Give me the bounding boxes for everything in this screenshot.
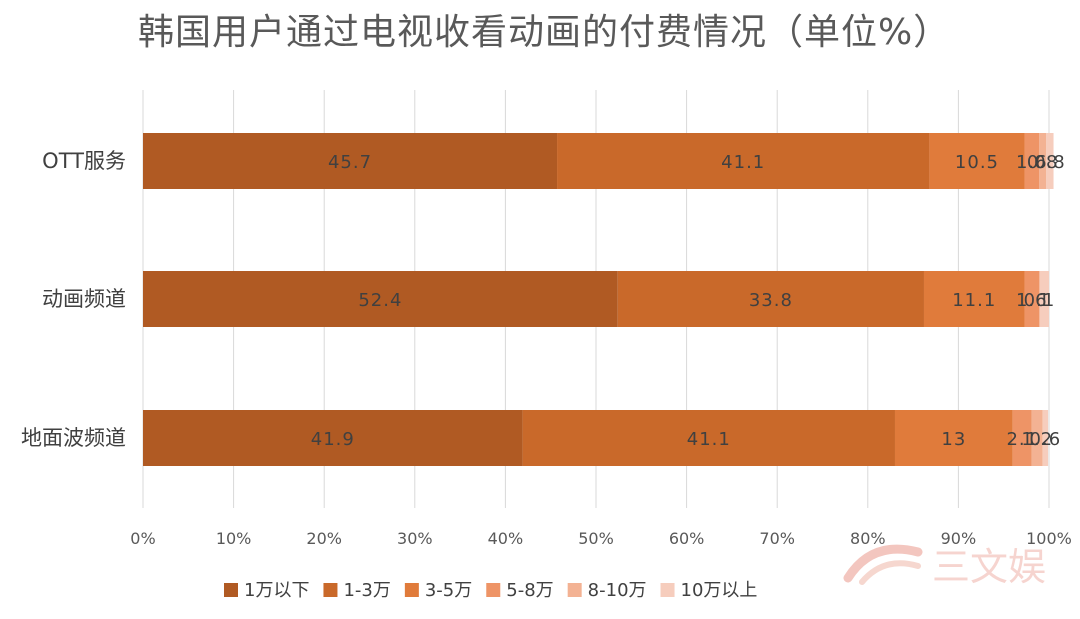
data-label: 41.9 <box>311 429 355 450</box>
data-label: 11.1 <box>952 290 996 311</box>
bar-segment <box>1024 133 1040 189</box>
data-label: 0.8 <box>1027 152 1059 173</box>
x-tick-label: 50% <box>578 529 614 548</box>
data-label: 52.4 <box>358 290 402 311</box>
bar-segment <box>923 271 1025 327</box>
bar-segment <box>557 133 930 189</box>
x-tick-label: 20% <box>306 529 342 548</box>
x-tick-label: 0% <box>130 529 155 548</box>
bar-segment <box>617 271 924 327</box>
chart-title: 韩国用户通过电视收看动画的付费情况（单位%） <box>138 12 950 53</box>
bar-segment <box>143 410 523 466</box>
data-label: 0.6 <box>1030 429 1062 450</box>
bar-segment <box>143 271 618 327</box>
x-tick-label: 70% <box>759 529 795 548</box>
data-label: 1.6 <box>1016 152 1048 173</box>
watermark-text: 三文娱 <box>932 545 1046 589</box>
x-tick-label: 90% <box>941 529 977 548</box>
data-label: 2.1 <box>1006 429 1038 450</box>
x-tick-label: 30% <box>397 529 433 548</box>
legend-swatch <box>404 583 419 597</box>
category-label: 地面波频道 <box>21 426 126 450</box>
x-tick-label: 10% <box>216 529 252 548</box>
bar-segment <box>1039 271 1040 327</box>
bar-segment <box>1039 271 1049 327</box>
data-labels: 45.7 41.1 10.5 1.60.80.852.4 33.8 11.1 1.60.11… <box>311 152 1066 450</box>
category-label: OTT服务 <box>42 149 126 173</box>
legend-swatch <box>224 583 238 597</box>
bar-segment <box>143 133 558 189</box>
data-label: 1 <box>1038 290 1050 311</box>
data-label: 13 <box>941 429 966 450</box>
bars <box>143 133 1054 466</box>
bar-segment <box>1012 410 1032 466</box>
legend-label: 3-5万 <box>425 580 472 601</box>
data-label: 33.8 <box>749 290 793 311</box>
x-tick-label: 100% <box>1026 529 1072 548</box>
x-tick-label: 80% <box>850 529 886 548</box>
data-label: 0.1 <box>1024 290 1056 311</box>
legend-label: 1万以下 <box>244 580 309 601</box>
x-tick-label: 40% <box>488 529 524 548</box>
legend-swatch <box>660 583 675 597</box>
legend: 1万以下 1-3万 3-5万 5-8万 8-10万 10万以上 <box>224 580 757 601</box>
x-tick-label: 60% <box>669 529 705 548</box>
legend-swatch <box>486 583 501 597</box>
bar-segment <box>929 133 1025 189</box>
category-label: 动画频道 <box>42 287 126 311</box>
data-label: 0.8 <box>1034 152 1066 173</box>
watermark-logo-icon <box>843 544 923 585</box>
bar-segment <box>522 410 895 466</box>
data-label: 45.7 <box>328 152 372 173</box>
x-axis-ticks: 0% 10% 20% 30% 40% 50% 60% 70% 80% 90% 100% <box>130 529 1072 548</box>
legend-label: 10万以上 <box>681 580 758 601</box>
legend-label: 8-10万 <box>588 580 647 601</box>
data-label: 10.5 <box>955 152 999 173</box>
bar-segment <box>1024 271 1040 327</box>
data-label: 1.6 <box>1016 290 1048 311</box>
data-label: 1.2 <box>1021 429 1053 450</box>
bar-segment <box>1042 410 1049 466</box>
bar-segment <box>1031 410 1043 466</box>
legend-swatch <box>323 583 338 597</box>
watermark: 三文娱 <box>843 544 1046 589</box>
legend-label: 1-3万 <box>343 580 390 601</box>
data-label: 41.1 <box>721 152 765 173</box>
data-label: 41.1 <box>687 429 731 450</box>
bar-segment <box>894 410 1013 466</box>
legend-swatch <box>567 583 582 597</box>
bar-segment <box>1039 133 1047 189</box>
bar-segment <box>1046 133 1054 189</box>
legend-label: 5-8万 <box>506 580 553 601</box>
